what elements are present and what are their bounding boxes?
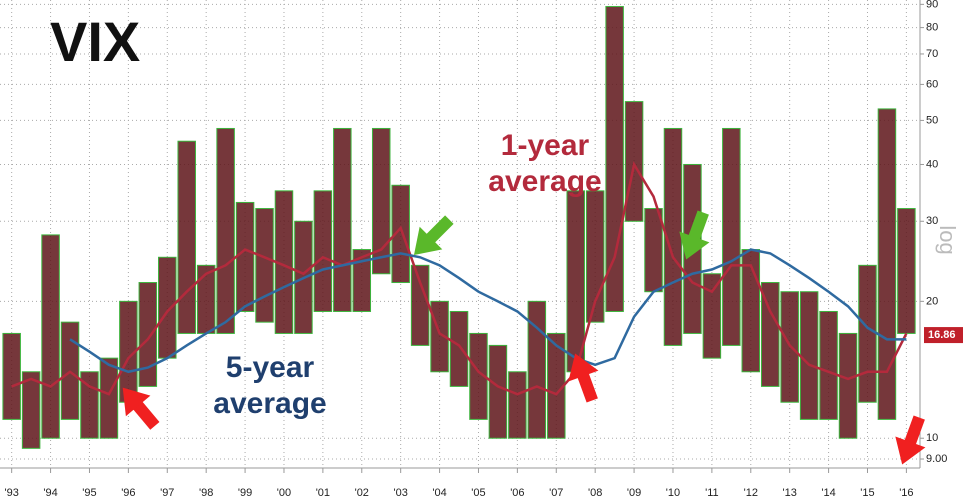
vix-range bbox=[624, 101, 644, 222]
x-tick-label: '11 bbox=[705, 487, 719, 499]
grid bbox=[0, 0, 920, 468]
vix-range bbox=[469, 332, 488, 420]
y-tick-label: 20 bbox=[926, 295, 938, 307]
x-tick-label: '05 bbox=[471, 487, 485, 499]
x-tick-label: '96 bbox=[121, 487, 135, 499]
y-tick-label: 10 bbox=[926, 432, 938, 444]
vix-range bbox=[508, 371, 527, 439]
red-arrow bbox=[895, 415, 926, 465]
vix-range bbox=[333, 127, 352, 312]
vix-range bbox=[21, 371, 41, 449]
y-tick-label: 90 bbox=[926, 0, 938, 10]
annotation-1-year: 1-year average bbox=[488, 129, 602, 198]
x-tick-label: '02 bbox=[355, 487, 369, 499]
last-value-badge bbox=[924, 327, 963, 344]
average-line bbox=[69, 248, 907, 374]
vix-range bbox=[819, 310, 838, 420]
y-tick-label: 80 bbox=[926, 22, 938, 34]
vix-range bbox=[138, 282, 158, 387]
vix-range bbox=[352, 249, 372, 312]
x-tick-label: '13 bbox=[783, 487, 797, 499]
annotation-5-year: 5-year average bbox=[213, 351, 327, 420]
green-arrow bbox=[679, 210, 710, 260]
vix-range bbox=[877, 108, 897, 420]
vix-range bbox=[371, 127, 391, 275]
ticks: 9.00 10 20 30 40 50 60 70 80 90 '93 '94 '95 '96 '97 '98… bbox=[4, 0, 963, 499]
x-tick-label: '08 bbox=[588, 487, 602, 499]
average-line bbox=[11, 161, 908, 396]
marks bbox=[2, 6, 916, 449]
vix-range bbox=[235, 201, 255, 312]
x-tick-label: '97 bbox=[160, 487, 174, 499]
x-tick-label: '09 bbox=[627, 487, 641, 499]
x-tick-label: '94 bbox=[43, 487, 57, 499]
vix-range bbox=[196, 264, 216, 334]
chart-title: VIX bbox=[50, 10, 140, 73]
x-tick-label: '98 bbox=[199, 487, 213, 499]
y-tick-label: 30 bbox=[926, 215, 938, 227]
vix-range bbox=[644, 208, 663, 293]
x-tick-label: '06 bbox=[510, 487, 524, 499]
red-arrow bbox=[122, 387, 160, 430]
vix-range bbox=[702, 273, 722, 359]
vix-range bbox=[41, 234, 60, 439]
vix-range bbox=[488, 344, 508, 439]
x-tick-label: '04 bbox=[432, 487, 446, 499]
last-value-label: 16.86 bbox=[928, 329, 956, 341]
x-tick-label: '10 bbox=[666, 487, 680, 499]
y-tick-label: 60 bbox=[926, 78, 938, 90]
green-arrow bbox=[413, 215, 454, 256]
y-tick-label: 40 bbox=[926, 158, 938, 170]
vix-range bbox=[177, 140, 196, 334]
vix-range bbox=[216, 127, 235, 334]
vix-range bbox=[391, 184, 410, 284]
x-tick-label: '16 bbox=[899, 487, 913, 499]
vix-range bbox=[799, 291, 819, 420]
y-tick-label: 50 bbox=[926, 114, 938, 126]
vix-range bbox=[313, 190, 333, 312]
vix-range bbox=[99, 357, 119, 439]
x-tick-label: '01 bbox=[316, 487, 330, 499]
vix-range bbox=[449, 310, 469, 387]
vix-range bbox=[566, 190, 585, 373]
arrows bbox=[122, 210, 926, 465]
y-tick-label: 70 bbox=[926, 48, 938, 60]
vix-range bbox=[158, 256, 177, 359]
vix-range bbox=[255, 208, 274, 323]
x-tick-label: '03 bbox=[394, 487, 408, 499]
vix-range bbox=[760, 282, 780, 387]
x-tick-label: '07 bbox=[549, 487, 563, 499]
x-tick-label: '93 bbox=[4, 487, 18, 499]
y-axis-label: log bbox=[935, 225, 960, 254]
vix-range bbox=[858, 264, 877, 403]
y-tick-label: 9.00 bbox=[926, 453, 947, 465]
vix-range bbox=[838, 332, 858, 439]
x-tick-label: '14 bbox=[821, 487, 835, 499]
red-arrow bbox=[568, 353, 599, 403]
x-tick-label: '12 bbox=[744, 487, 758, 499]
vix-range bbox=[722, 127, 741, 346]
vix-range bbox=[527, 300, 547, 439]
x-tick-label: '00 bbox=[277, 487, 291, 499]
x-tick-label: '95 bbox=[82, 487, 96, 499]
vix-range bbox=[897, 208, 916, 334]
x-tick-label: '99 bbox=[238, 487, 252, 499]
vix-range bbox=[2, 332, 21, 420]
x-tick-label: '15 bbox=[860, 487, 874, 499]
vix-range bbox=[410, 264, 430, 346]
